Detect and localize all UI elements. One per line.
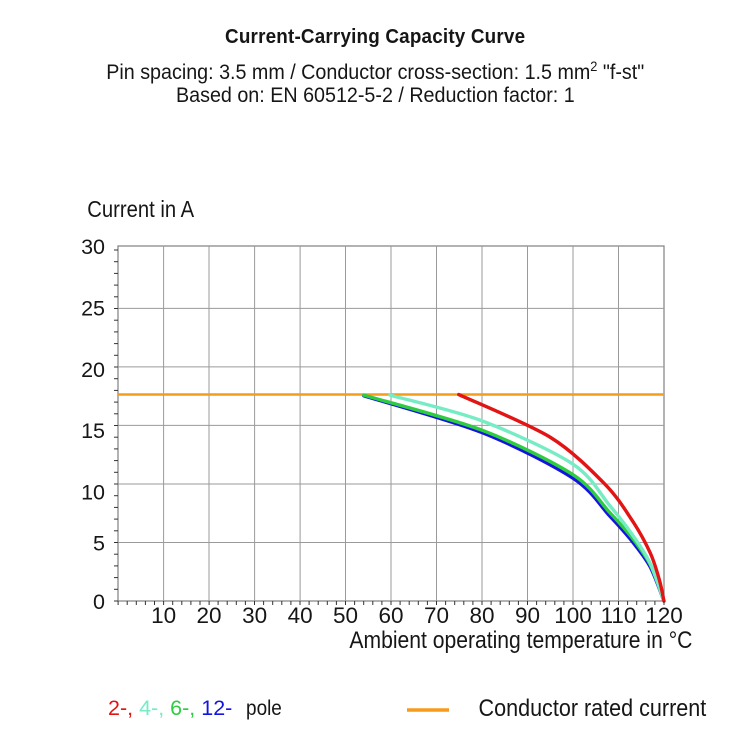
svg-text:15: 15 <box>81 419 105 443</box>
svg-text:20: 20 <box>196 603 221 628</box>
svg-text:25: 25 <box>81 296 105 320</box>
svg-text:20: 20 <box>81 358 105 382</box>
svg-text:110: 110 <box>601 603 637 628</box>
svg-text:0: 0 <box>93 590 105 614</box>
svg-text:90: 90 <box>515 603 540 628</box>
svg-text:50: 50 <box>333 603 358 628</box>
svg-text:10: 10 <box>151 603 176 628</box>
svg-text:30: 30 <box>242 603 267 628</box>
svg-text:70: 70 <box>424 603 449 628</box>
svg-text:60: 60 <box>378 603 403 628</box>
svg-text:40: 40 <box>288 603 313 628</box>
svg-text:10: 10 <box>81 481 105 505</box>
svg-text:120: 120 <box>645 603 683 628</box>
svg-text:100: 100 <box>554 603 592 628</box>
svg-text:30: 30 <box>81 235 105 259</box>
svg-text:80: 80 <box>469 603 494 628</box>
svg-text:5: 5 <box>93 532 105 556</box>
